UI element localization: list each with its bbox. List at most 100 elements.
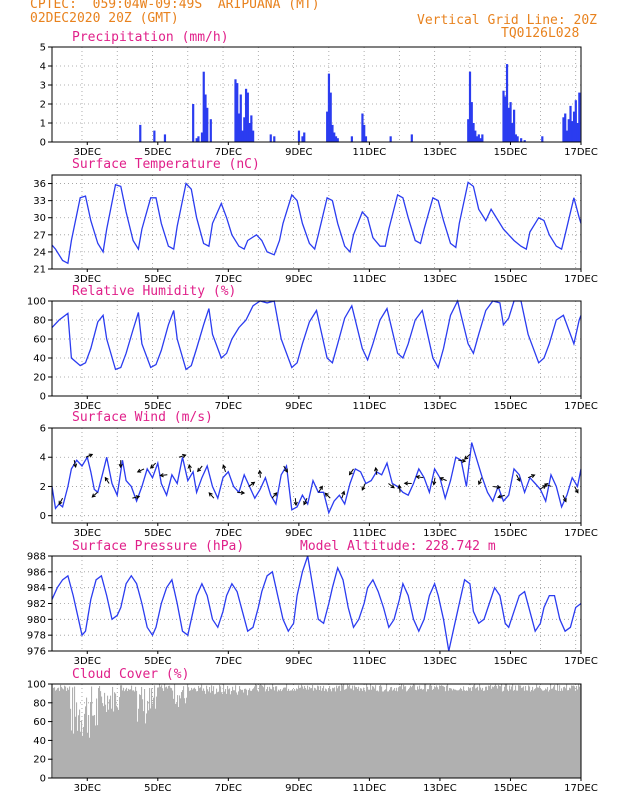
precip-bar [502,90,505,142]
precip-bar [248,123,251,142]
cloud-bar [353,690,355,778]
cloud-bar [92,715,94,778]
cloud-bar [208,691,210,778]
cloud-bar [546,689,548,778]
cloud-bar [378,691,380,778]
cloud-bar [420,688,422,778]
cloud-bar [120,685,122,778]
cloud-bar [502,691,504,778]
x-tick-label: 9DEC [285,783,312,794]
cloud-bar [501,684,503,778]
cloud-bar [85,706,87,778]
cloud-bar [576,686,578,778]
cloud-bar [369,689,371,778]
cloud-bar [139,694,141,778]
cloud-bar [464,690,466,778]
header-station: CPTEC: 059:04W-09:49S ARIPUANA (MT) [30,0,320,12]
cloud-bar [382,691,384,778]
x-tick-label: 3DEC [74,656,101,667]
cloud-bar [497,688,499,778]
panel-title: Surface Temperature (nC) [72,157,260,172]
precip-bar [541,136,544,142]
precip-bar [472,123,475,142]
cloud-bar [165,687,167,778]
wind-arrow [497,494,505,498]
cloud-bar [368,689,370,778]
cloud-bar [449,687,451,778]
cloud-bar [107,695,109,778]
cloud-bar [80,731,82,778]
cloud-bar [87,732,89,778]
wind-arrow-head [531,474,536,479]
cloud-bar [518,685,520,778]
cloud-bar [203,688,205,778]
cloud-bar [262,685,264,778]
cloud-bar [116,705,118,778]
cloud-bar [170,687,172,778]
cloud-bar [334,687,336,778]
cloud-bar [317,685,319,778]
cloud-bar [475,688,477,778]
cloud-bar [458,690,460,778]
cloud-bar [265,691,267,778]
cloud-bar [189,690,191,778]
cloud-bar [486,686,488,778]
cloud-bar [279,690,281,778]
x-tick-label: 5DEC [144,401,171,412]
cloud-bar [168,685,170,778]
cloud-bar [519,685,521,778]
cloud-bar [155,708,157,778]
panel-title: Cloud Cover (%) [72,667,189,682]
cloud-bar [559,685,561,778]
cloud-bar [379,685,381,778]
cloud-bar [547,687,549,778]
wind-arrow [361,483,366,491]
cloud-bar [197,691,199,778]
x-tick-label: 17DEC [564,147,598,158]
cloud-bar [184,698,186,778]
precip-bar [239,94,242,142]
precip-bar [512,109,516,142]
precip-bar [572,111,576,142]
cloud-bar [409,687,411,778]
cloud-bar [341,684,343,778]
cloud-bar [106,712,108,778]
cloud-bar [221,692,223,778]
cloud-bar [222,693,224,778]
cloud-bar [479,684,481,778]
cloud-bar [433,688,435,778]
cloud-bar [243,692,245,778]
wind-arrow [137,468,145,473]
cloud-bar [54,687,56,778]
cloud-bar [102,703,104,778]
wind-arrow [178,454,186,458]
cloud-bar [447,684,449,778]
y-tick-label: 80 [33,316,46,327]
cloud-bar [357,688,359,778]
cloud-bar [249,688,251,778]
cloud-bar [442,685,444,778]
cloud-bar [214,694,216,778]
cloud-bar [101,696,103,778]
cloud-bar [376,690,378,778]
cloud-bar [400,686,402,778]
cloud-bar [62,688,64,778]
cloud-bar [363,687,365,778]
y-tick-label: 60 [33,717,46,728]
wind-arrow-head [187,463,192,469]
cloud-bar [445,691,447,778]
cloud-bar [468,687,470,778]
x-tick-label: 17DEC [564,656,598,667]
cloud-bar [141,686,143,778]
cloud-bar [410,685,412,778]
cloud-bar [432,689,434,778]
precip-bar [481,134,484,142]
cloud-bar [94,714,96,778]
cloud-bar [431,685,433,778]
precip-bar [163,134,167,142]
cloud-bar [188,687,190,778]
wind-arrow-head [257,469,263,475]
wind-arrow [433,477,436,485]
cloud-bar [76,702,78,778]
y-tick-label: 20 [33,373,46,384]
